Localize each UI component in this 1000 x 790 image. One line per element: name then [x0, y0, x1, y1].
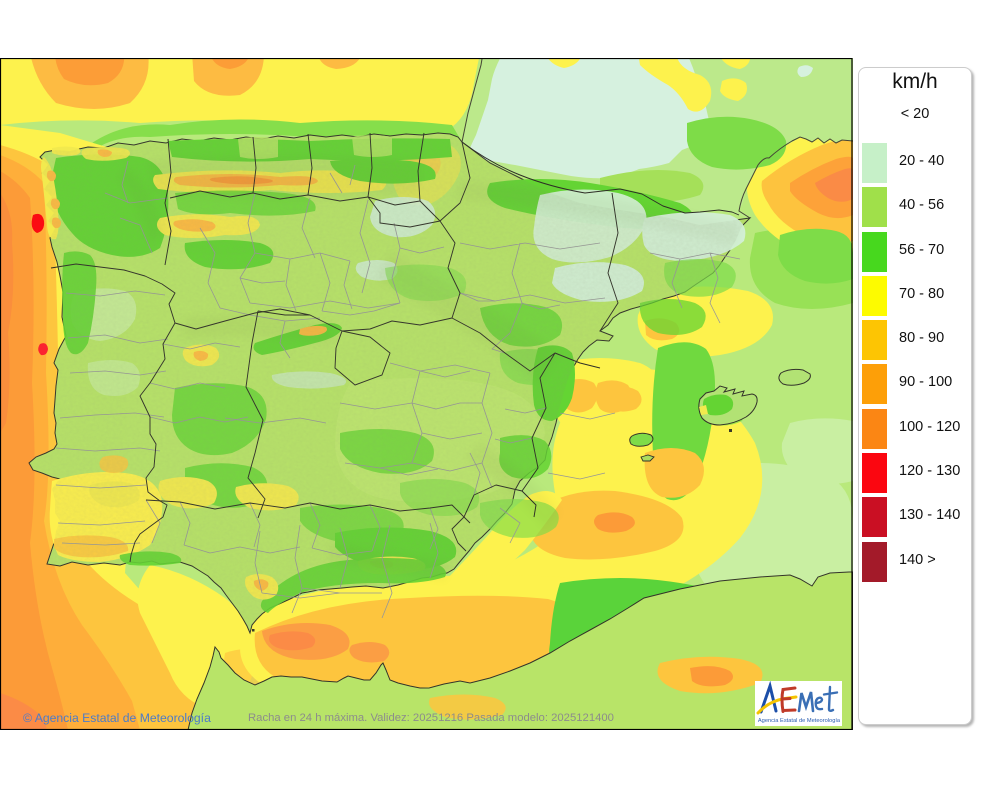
- svg-text:Agencia Estatal de Meteorologí: Agencia Estatal de Meteorología: [758, 718, 841, 724]
